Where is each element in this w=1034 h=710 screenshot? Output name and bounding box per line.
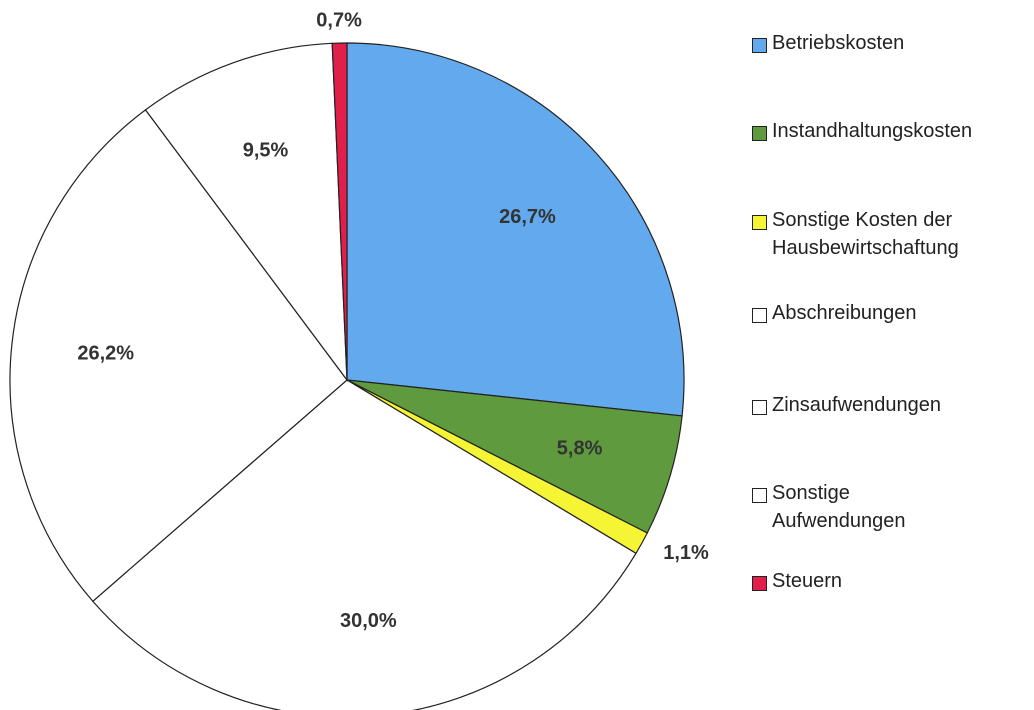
legend-swatch [752,38,767,53]
legend-swatch [752,308,767,323]
legend-swatch [752,576,767,591]
legend-label: Sonstige Kosten der Hausbewirtschaftung [772,209,959,259]
data-label: 30,0% [340,610,397,632]
legend-item: Zinsaufwendungen [752,394,941,419]
pie-slice [346,379,683,534]
legend-swatch [752,488,767,503]
data-label: 1,1% [663,542,709,564]
legend-item: Sonstige Kosten der Hausbewirtschaftung [752,209,1012,262]
data-label: 5,8% [557,437,603,459]
data-label: 0,7% [316,9,362,31]
legend-item: Abschreibungen [752,302,917,327]
pie-slice [9,109,348,603]
pie-slice [346,42,685,417]
legend-swatch [752,400,767,415]
legend-label: Instandhaltungskosten [772,120,973,142]
legend-label: Betriebskosten [772,32,905,54]
pie-slice [331,42,348,381]
pie-slice [144,42,348,382]
legend-swatch [752,126,767,141]
data-label: 9,5% [243,140,289,162]
legend-label: Zinsaufwendungen [772,394,942,416]
legend-swatch [752,215,767,230]
legend-item: Instandhaltungskosten [752,120,972,145]
legend-label: Sonstige Aufwendungen [772,482,906,532]
legend-label: Steuern [772,570,843,592]
data-label: 26,7% [499,206,556,228]
legend-item: Steuern [752,570,842,595]
pie-slice [91,379,637,710]
legend-item: Betriebskosten [752,32,904,57]
legend-item: Sonstige Aufwendungen [752,482,912,535]
data-label: 26,2% [77,342,134,364]
chart: 26,7% 5,8% 1,1% 30,0% 26,2% 9,5% 0,7% [9,9,709,710]
legend-label: Abschreibungen [772,302,917,324]
